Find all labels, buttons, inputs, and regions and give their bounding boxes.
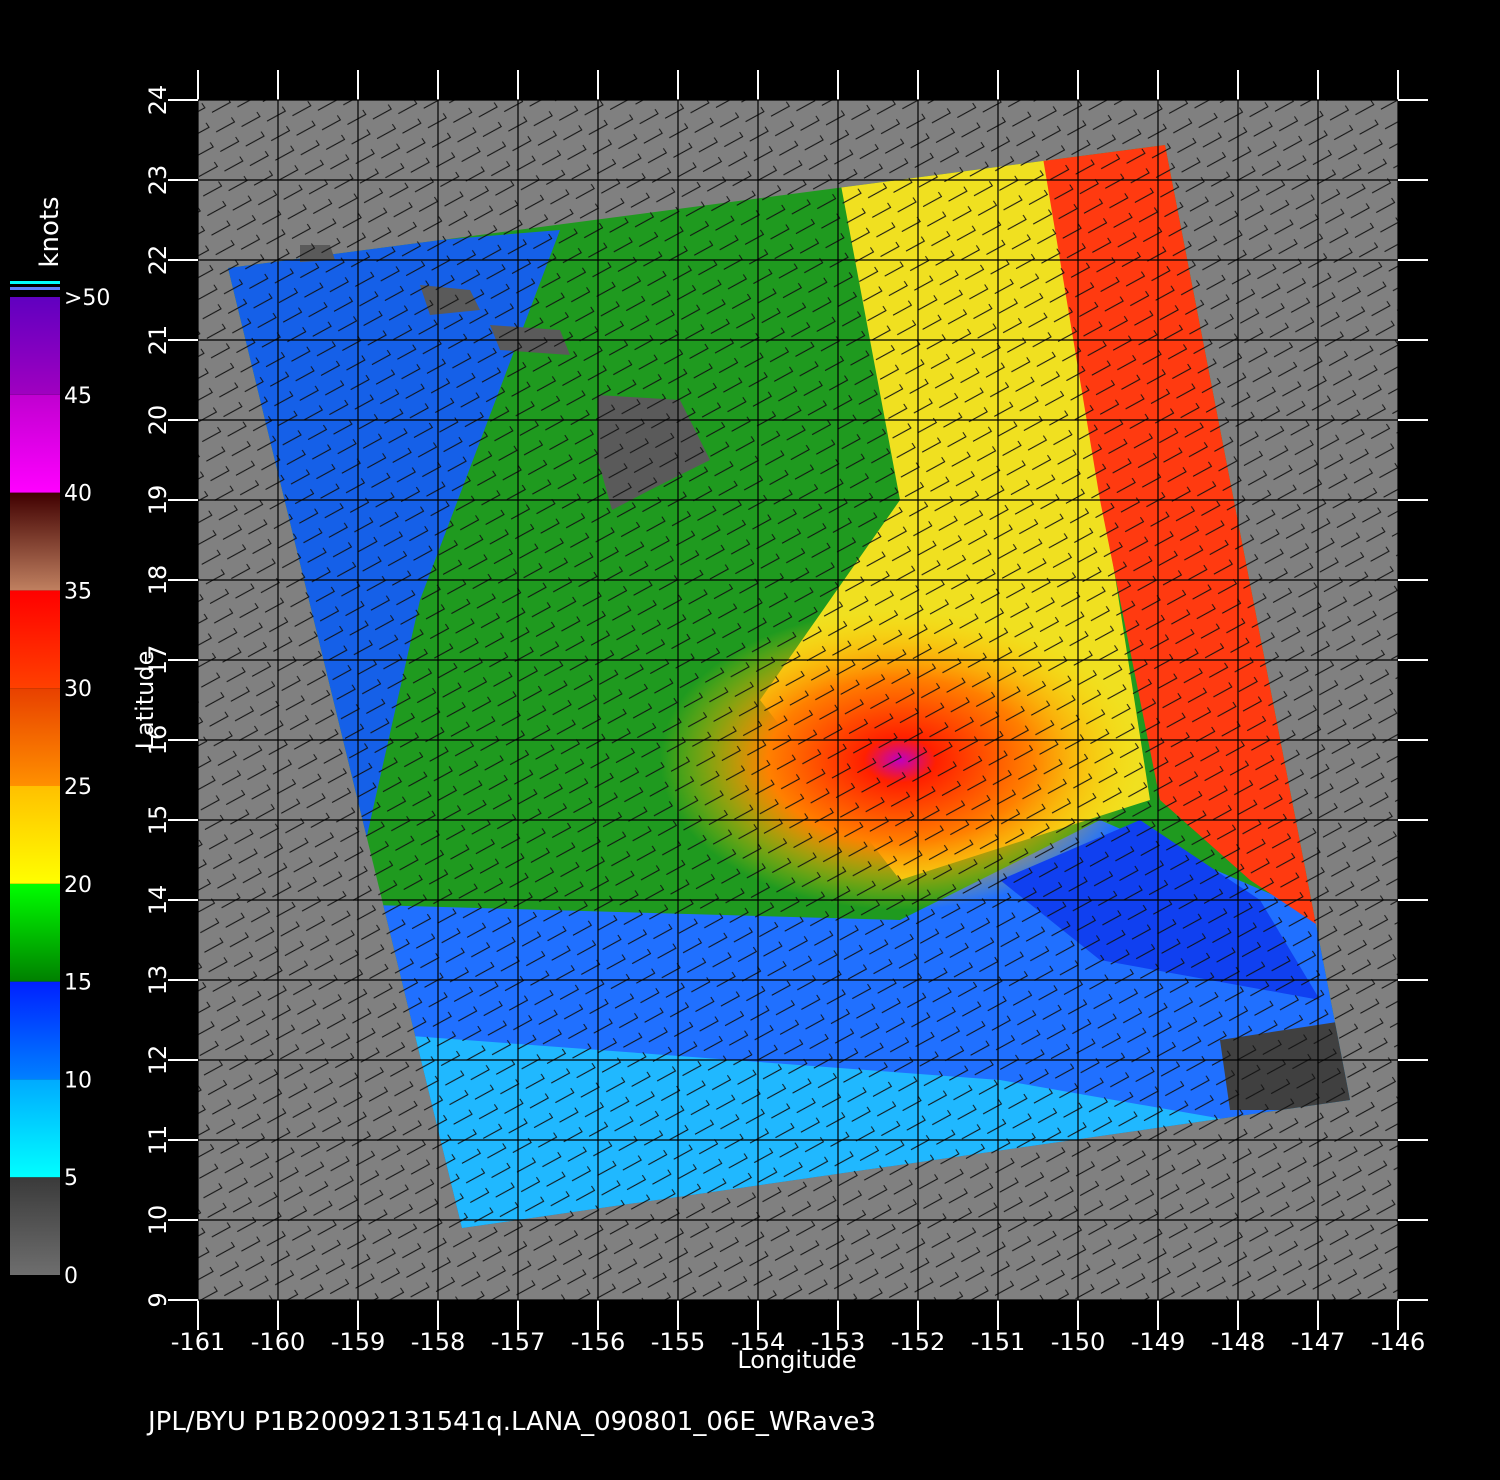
colorbar-segment	[10, 981, 60, 1080]
y-tick-label: 21	[144, 325, 172, 356]
x-tick-label: -157	[491, 1328, 545, 1356]
x-tick-label: -158	[411, 1328, 465, 1356]
colorbar-segment	[10, 883, 60, 982]
x-tick-label: -152	[891, 1328, 945, 1356]
colorbar-tick-label: 45	[64, 384, 92, 409]
colorbar-segment	[10, 688, 60, 786]
y-tick-label: 11	[144, 1125, 172, 1156]
y-tick-label: 9	[144, 1292, 172, 1307]
x-tick-label: -160	[251, 1328, 305, 1356]
x-tick-label: -161	[171, 1328, 225, 1356]
y-tick-label: 22	[144, 245, 172, 276]
colorbar-tick-label: 35	[64, 579, 92, 604]
y-tick-label: 16	[144, 725, 172, 756]
y-tick-label: 10	[144, 1205, 172, 1236]
x-tick-label: -149	[1131, 1328, 1185, 1356]
colorbar-cap	[10, 281, 60, 284]
x-tick-label: -148	[1211, 1328, 1265, 1356]
x-tick-label: -153	[811, 1328, 865, 1356]
colorbar-cap	[10, 287, 60, 290]
colorbar-tick-label: 0	[64, 1264, 78, 1289]
colorbar-segment	[10, 1079, 60, 1178]
colorbar-segment	[10, 786, 60, 884]
x-axis-label: Longitude	[737, 1346, 856, 1374]
y-tick-label: 23	[144, 165, 172, 196]
x-tick-label: -154	[731, 1328, 785, 1356]
y-tick-label: 17	[144, 645, 172, 676]
y-tick-label: 13	[144, 965, 172, 996]
colorbar-segment	[10, 590, 60, 689]
y-tick-label: 19	[144, 485, 172, 516]
colorbar-segment	[10, 394, 60, 493]
colorbar-tick-label: 15	[64, 971, 92, 996]
colorbar-tick-label: 5	[64, 1166, 78, 1191]
y-tick-label: 14	[144, 885, 172, 916]
x-tick-label: -159	[331, 1328, 385, 1356]
colorbar-label: knots	[35, 196, 65, 267]
y-tick-label: 15	[144, 805, 172, 836]
footer: JPL/BYU P1B20092131541q.LANA_090801_06E_…	[146, 1407, 876, 1437]
x-tick-label: -150	[1051, 1328, 1105, 1356]
x-tick-label: -156	[571, 1328, 625, 1356]
x-tick-label: -151	[971, 1328, 1025, 1356]
colorbar-tick-label: 30	[64, 677, 92, 702]
colorbar-segment	[10, 297, 60, 395]
colorbar-tick-label: 20	[64, 873, 92, 898]
colorbar-tick-label: >50	[64, 286, 110, 311]
y-tick-label: 20	[144, 405, 172, 436]
y-tick-label: 24	[144, 85, 172, 116]
x-tick-label: -155	[651, 1328, 705, 1356]
colorbar-tick-label: 25	[64, 775, 92, 800]
y-tick-label: 18	[144, 565, 172, 596]
colorbar-tick-label: 10	[64, 1068, 92, 1093]
colorbar-segment	[10, 492, 60, 591]
y-tick-label: 12	[144, 1045, 172, 1076]
x-tick-label: -146	[1371, 1328, 1425, 1356]
colorbar-tick-label: 40	[64, 482, 92, 507]
y-axis-label: Latitude	[131, 651, 159, 750]
wind-barbs	[198, 100, 1398, 1300]
x-tick-label: -147	[1291, 1328, 1345, 1356]
colorbar-segment	[10, 1177, 60, 1275]
